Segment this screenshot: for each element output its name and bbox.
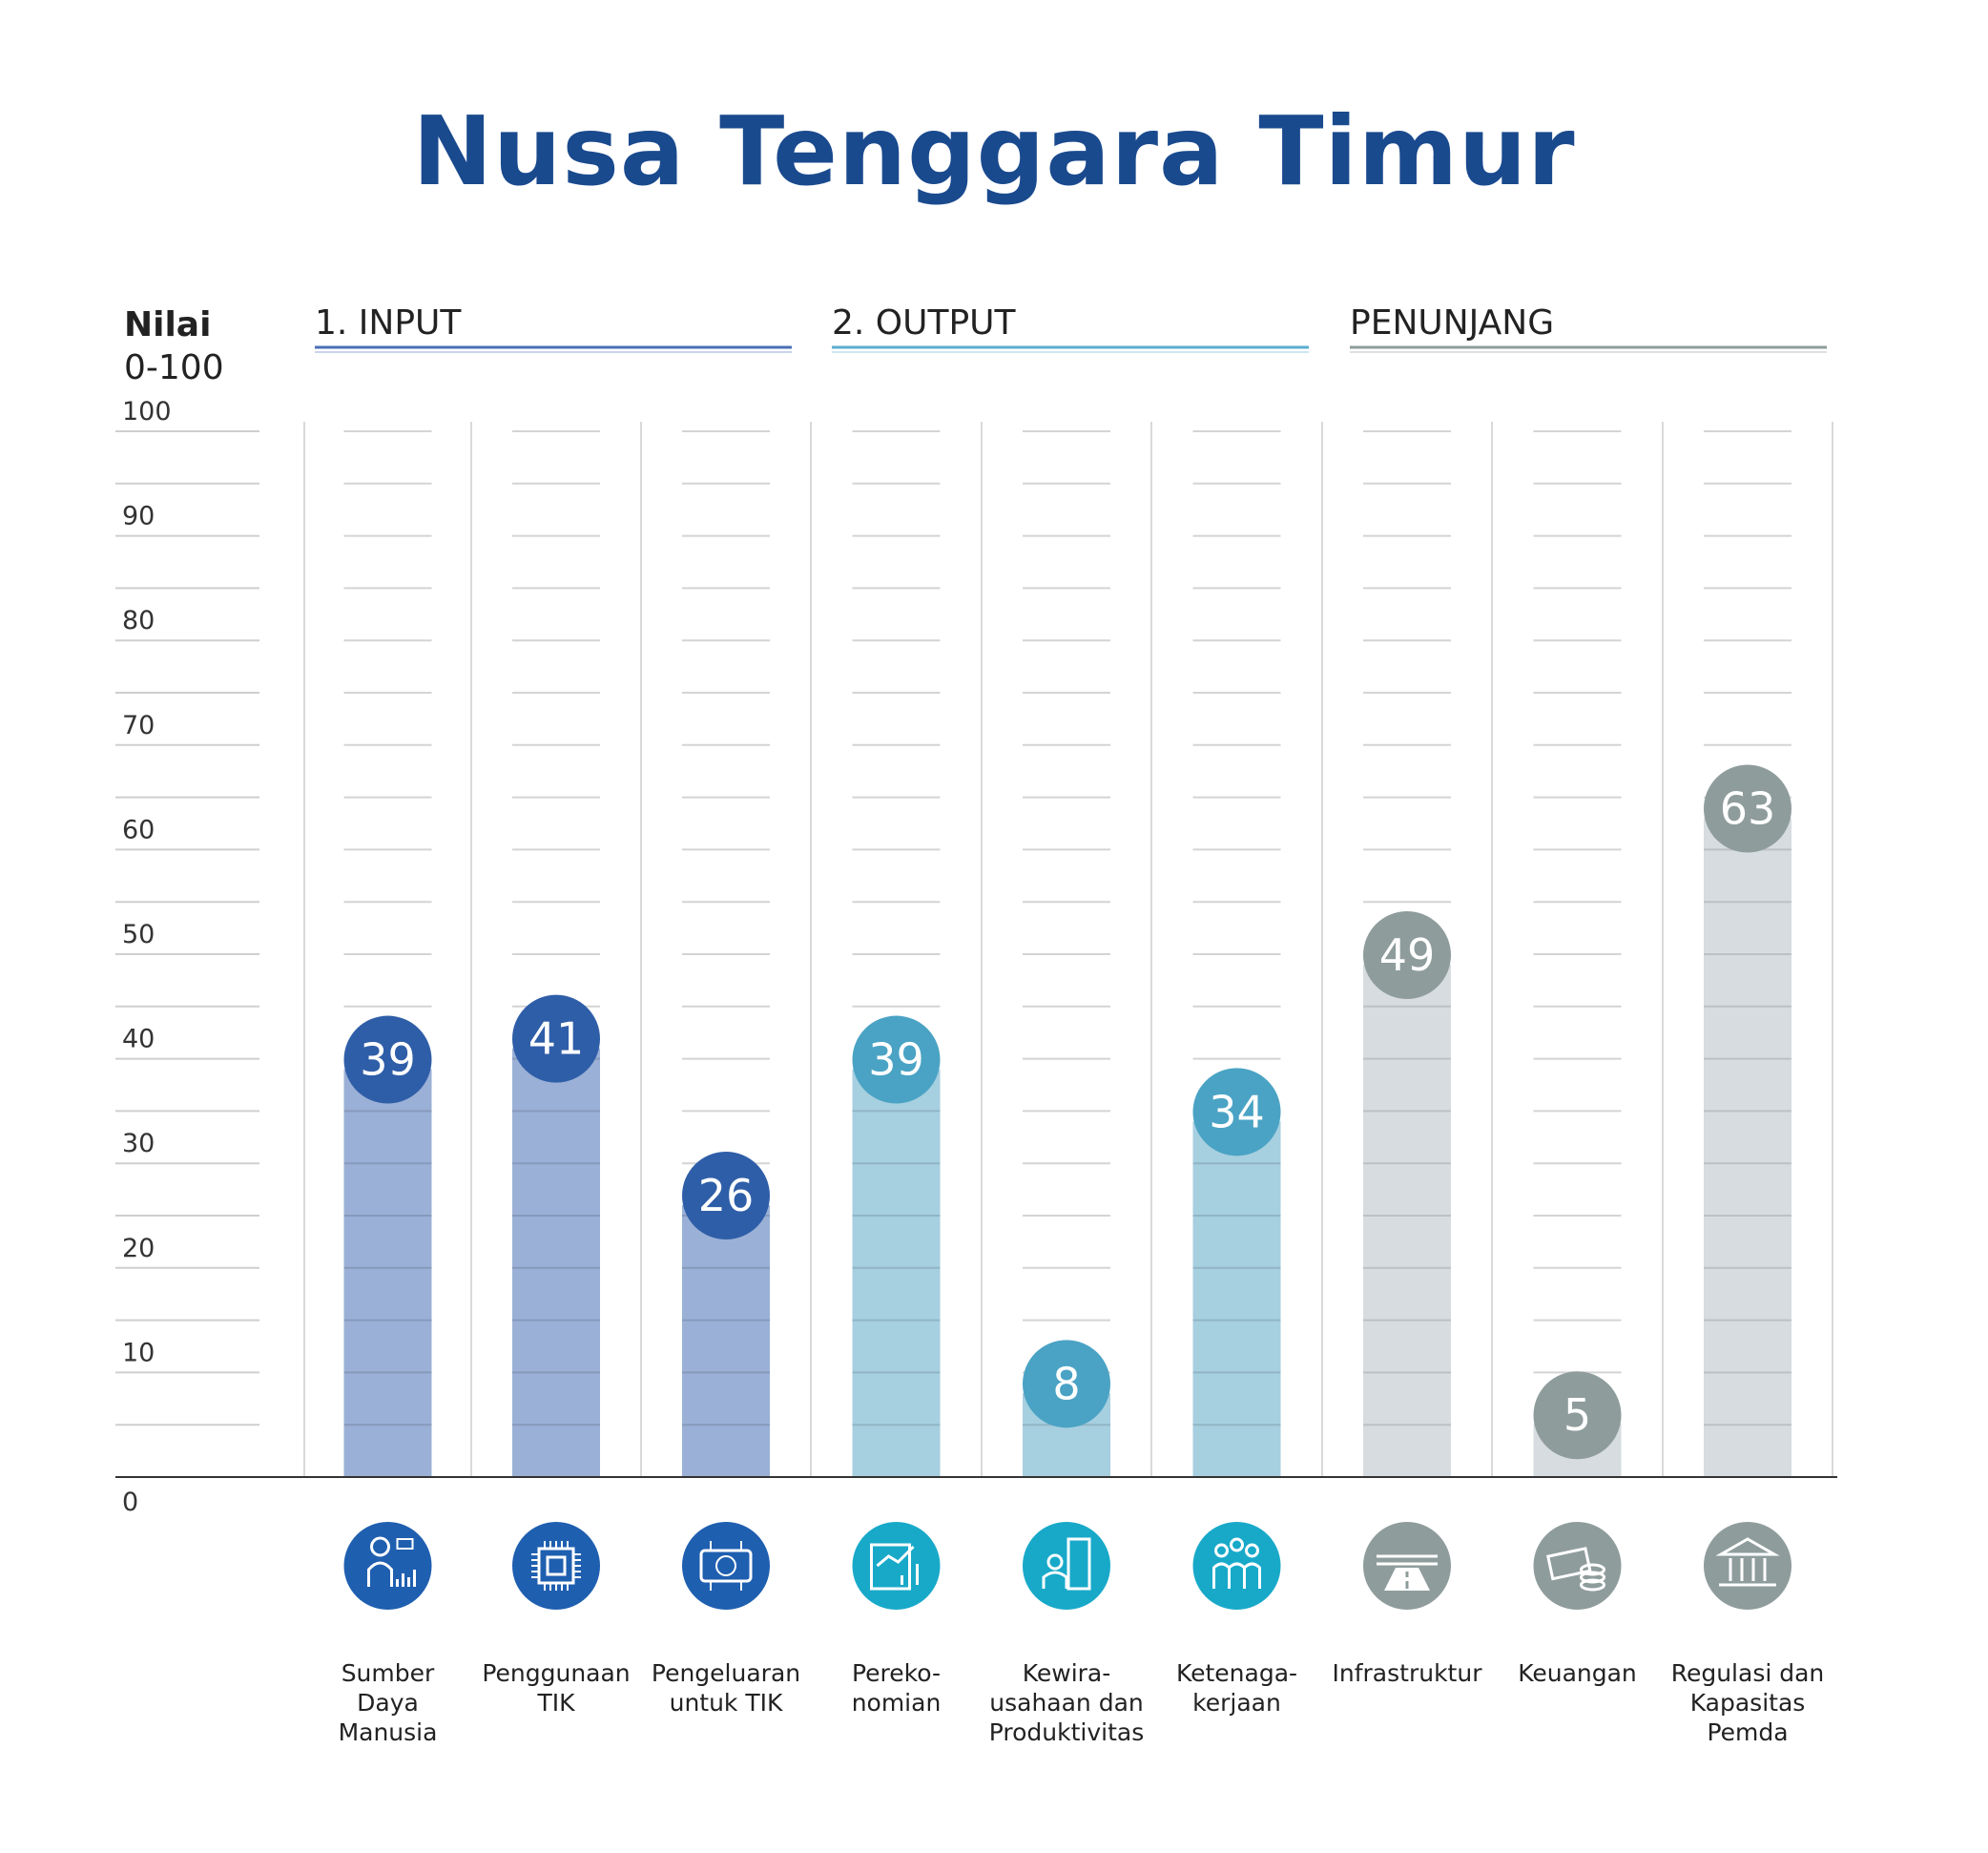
value-bubble [1192,1068,1281,1156]
bar-4 [852,1069,941,1477]
y-tick-label: 100 [122,397,172,427]
y-tick-label: 20 [122,1234,155,1263]
workers-group-icon [1192,1522,1281,1610]
value-bubble [1023,1340,1110,1428]
y-tick-label: 90 [122,502,155,531]
x-tick-label: Penggunaan TIK [470,1658,642,1718]
bar-9 [1704,818,1791,1477]
y-tick-label: 0 [122,1488,138,1517]
government-building-icon [1704,1522,1791,1610]
data-label: 39 [360,1034,416,1086]
bar-1 [343,1069,432,1477]
y-tick-label: 50 [122,920,155,949]
x-tick-label: Pengeluaran untuk TIK [640,1658,812,1718]
value-bubble [1363,910,1451,999]
data-label: 63 [1720,783,1776,835]
x-tick-label: Kewira-usahaan dan Produktivitas [981,1658,1152,1747]
data-label: 49 [1379,929,1436,981]
economy-growth-icon [852,1522,941,1610]
x-tick-label: Keuangan [1492,1658,1664,1688]
x-tick-label-line: Daya [357,1689,419,1717]
x-tick-label-line: Keuangan [1518,1659,1637,1687]
data-label: 26 [698,1170,755,1221]
value-bubble [1533,1371,1622,1460]
rupiah-circuit-icon [682,1522,770,1610]
x-tick-label-line: nomian [851,1689,942,1717]
value-bubble [682,1152,770,1240]
data-label: 39 [868,1034,924,1086]
x-tick-label-line: Kapasitas [1689,1689,1806,1717]
money-coins-icon [1533,1522,1622,1610]
x-tick-label-line: Pemda [1707,1718,1789,1746]
x-tick-label-line: untuk TIK [669,1689,783,1717]
value-bubble [512,994,600,1083]
y-tick-label: 30 [122,1129,155,1158]
group-title-penunjang: PENUNJANG [1350,303,1555,343]
bar-6 [1192,1121,1281,1477]
value-bubble [343,1015,432,1104]
bar-3 [682,1205,770,1477]
data-label: 34 [1209,1086,1265,1137]
y-tick-label: 40 [122,1025,155,1054]
x-tick-label: Ketenaga-kerjaan [1151,1658,1323,1718]
chart-title: Nusa Tenggara Timur [412,95,1576,207]
bar-7 [1363,964,1451,1477]
entrepreneur-building-icon [1023,1522,1110,1610]
data-label: 5 [1563,1389,1591,1441]
x-tick-label-line: Regulasi dan [1670,1659,1825,1687]
x-tick-label-line: Sumber [341,1659,435,1687]
x-tick-label: Infrastruktur [1321,1658,1493,1688]
group-title-output: 2. OUTPUT [832,303,1016,343]
group-title-input: 1. INPUT [315,303,462,343]
road-icon [1363,1522,1451,1610]
chip-icon [512,1522,600,1610]
x-tick-label-line: kerjaan [1192,1689,1281,1717]
x-tick-label-line: TIK [537,1689,575,1717]
y-axis-title: Nilai [124,305,212,344]
x-tick-label-line: Ketenaga- [1175,1659,1298,1687]
x-tick-label-line: Pereko- [851,1659,942,1687]
x-tick-label: Pereko-nomian [811,1658,983,1718]
x-tick-label: Sumber Daya Manusia [302,1658,474,1747]
y-tick-label: 80 [122,606,155,635]
y-tick-label: 10 [122,1338,155,1367]
value-bubble [1704,764,1791,853]
x-tick-label-line: Infrastruktur [1332,1659,1482,1687]
x-tick-label-line: Penggunaan [482,1659,631,1687]
x-tick-label: Regulasi dan Kapasitas Pemda [1662,1658,1833,1747]
x-tick-label-line: Produktivitas [988,1718,1145,1746]
x-tick-label-line: Manusia [338,1718,438,1746]
data-label: 8 [1052,1358,1080,1409]
value-bubble [852,1015,941,1104]
bar-2 [512,1048,600,1477]
y-axis-range: 0-100 [124,348,224,387]
y-tick-label: 70 [122,711,155,740]
x-tick-label-line: usahaan dan [989,1689,1144,1717]
data-label: 41 [528,1013,585,1065]
person-analytics-icon [343,1522,432,1610]
x-tick-label-line: Kewira- [1022,1659,1111,1687]
y-tick-label: 60 [122,815,155,844]
x-tick-label-line: Pengeluaran [651,1659,801,1687]
